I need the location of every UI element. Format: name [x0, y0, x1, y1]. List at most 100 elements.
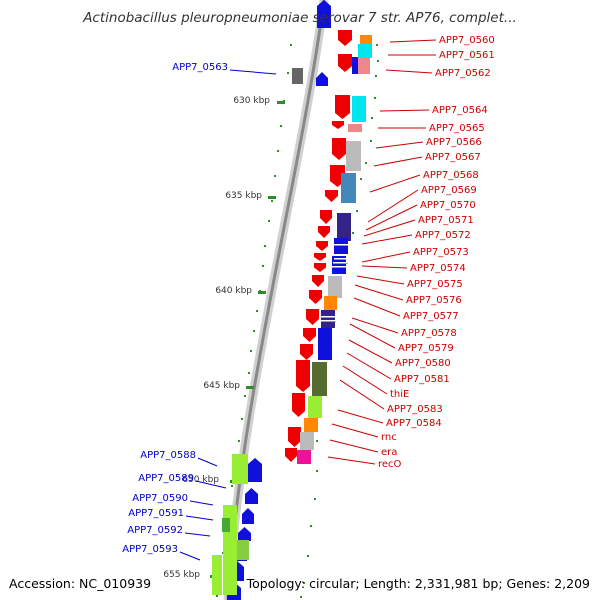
reverse-gene-label: APP7_0572 [415, 230, 471, 241]
reverse-gene-label: era [381, 447, 397, 458]
label-leaders [179, 39, 437, 561]
reverse-gene-arrow [314, 263, 326, 272]
reverse-gene-arrow [320, 210, 332, 224]
reverse-gene-tile [321, 310, 335, 328]
reverse-gene-arrow [285, 448, 297, 462]
reverse-gene-label: APP7_0579 [398, 343, 454, 354]
reverse-leader-line [363, 219, 416, 237]
ruler-tick [287, 72, 289, 74]
ruler-tick [375, 75, 377, 77]
forward-gene-tile [212, 555, 222, 595]
reverse-gene-label: APP7_0562 [435, 68, 491, 79]
ruler-tick [376, 44, 378, 46]
forward-leader-line [189, 500, 214, 506]
forward-gene-arrow [248, 458, 262, 482]
reverse-leader-line [365, 204, 418, 231]
ruler-major-tick [246, 386, 254, 389]
tile-divider [321, 316, 337, 318]
reverse-leader-line [349, 323, 396, 349]
ruler-tick [365, 162, 367, 164]
ruler-tick [316, 470, 318, 472]
reverse-gene-tile [337, 213, 351, 241]
ruler-label: 640 kbp [215, 286, 252, 296]
forward-gene-arrow [245, 488, 258, 504]
reverse-gene-tile [352, 57, 358, 74]
ruler-tick [241, 418, 243, 420]
ruler-tick [316, 440, 318, 442]
reverse-gene-arrow [309, 290, 322, 304]
ruler-tick [280, 125, 282, 127]
reverse-gene-tile [328, 276, 342, 298]
ruler-label: 650 kbp [182, 475, 219, 485]
forward-gene-arrow [317, 0, 331, 28]
reverse-gene-arrow [300, 344, 313, 360]
reverse-gene-tile [304, 418, 318, 432]
ruler-tick [274, 175, 276, 177]
forward-gene-tile [232, 454, 248, 484]
reverse-gene-label: APP7_0577 [403, 311, 459, 322]
reverse-gene-label: APP7_0580 [395, 358, 451, 369]
forward-gene-label: APP7_0591 [128, 508, 184, 519]
reverse-leader-line [361, 251, 411, 263]
reverse-leader-line [361, 234, 413, 245]
ruler-tick [371, 117, 373, 119]
reverse-leader-line [369, 174, 421, 193]
tile-divider [331, 266, 347, 268]
reverse-gene-tile [312, 362, 327, 396]
forward-leader-line [229, 69, 277, 75]
forward-gene-label: APP7_0592 [127, 525, 183, 536]
reverse-gene-arrow [292, 393, 305, 417]
ruler-tick [262, 265, 264, 267]
reverse-gene-label: APP7_0576 [406, 295, 462, 306]
reverse-leader-line [331, 423, 379, 438]
reverse-gene-label: APP7_0564 [432, 105, 488, 116]
reverse-leader-line [356, 275, 405, 285]
forward-gene-tile [237, 540, 249, 560]
reverse-leader-line [385, 69, 433, 74]
reverse-gene-label: rnc [381, 432, 397, 443]
forward-gene-tile [292, 68, 303, 84]
reverse-gene-label: APP7_0575 [407, 279, 463, 290]
topology-summary: Topology: circular; Length: 2,331,981 bp… [246, 576, 590, 591]
forward-gene-label: APP7_0563 [172, 62, 228, 73]
reverse-leader-line [339, 379, 385, 410]
reverse-gene-arrow [296, 360, 310, 392]
reverse-gene-arrow [335, 95, 350, 119]
ruler-tick [356, 210, 358, 212]
reverse-gene-label: APP7_0568 [423, 170, 479, 181]
ruler-tick [303, 582, 305, 584]
reverse-leader-line [327, 456, 376, 465]
reverse-gene-arrow [332, 121, 344, 129]
reverse-gene-label: APP7_0560 [439, 35, 495, 46]
ruler-tick [268, 220, 270, 222]
reverse-leader-line [375, 141, 424, 149]
reverse-gene-arrow [312, 275, 324, 287]
reverse-leader-line [348, 339, 393, 364]
gene-features [212, 0, 372, 600]
ruler-tick [264, 245, 266, 247]
forward-gene-label: APP7_0589 [138, 473, 194, 484]
ruler-tick [290, 44, 292, 46]
reverse-leader-line [353, 297, 401, 317]
forward-leader-line [185, 515, 214, 521]
reverse-leader-line [367, 189, 419, 223]
ruler-tick [253, 330, 255, 332]
reverse-gene-tile [300, 432, 314, 450]
reverse-gene-arrow [314, 253, 326, 261]
reverse-leader-line [346, 352, 392, 380]
reverse-leader-line [379, 109, 430, 112]
reverse-gene-tile [334, 238, 348, 254]
ruler-tick [250, 350, 252, 352]
ruler-major-tick [277, 101, 285, 104]
forward-leader-line [197, 457, 218, 467]
page-title: Actinobacillus pleuropneumoniae serovar … [83, 10, 517, 26]
ruler-label: 630 kbp [233, 96, 270, 106]
reverse-leader-line [361, 265, 408, 269]
tile-divider [334, 244, 350, 246]
ruler-tick [352, 232, 354, 234]
reverse-gene-label: APP7_0569 [421, 185, 477, 196]
ruler-tick [360, 178, 362, 180]
forward-leader-line [195, 480, 227, 489]
reverse-gene-label: APP7_0565 [429, 123, 485, 134]
ruler-tick [374, 97, 376, 99]
